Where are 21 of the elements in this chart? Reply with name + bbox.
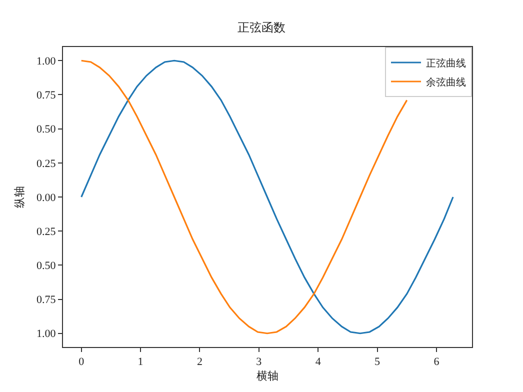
legend-label: 余弦曲线 (426, 76, 466, 88)
x-tick-label: 5 (374, 356, 381, 368)
x-tick-label: 2 (196, 356, 202, 368)
y-tick-label: 0.75 (36, 90, 56, 102)
x-tick-label: 3 (256, 356, 262, 368)
x-tick-label: 1 (138, 356, 144, 368)
y-tick-label: 0.25 (36, 226, 56, 238)
y-tick-label: 0.50 (36, 124, 56, 136)
x-tick-label: 6 (434, 356, 440, 368)
y-tick-label: 0.75 (36, 294, 56, 306)
x-tick-label: 4 (315, 356, 322, 368)
x-tick-label: 0 (78, 356, 85, 368)
x-axis-title: 横轴 (256, 369, 278, 382)
y-tick-label: 0.50 (36, 260, 56, 272)
y-tick-label: 1.00 (36, 328, 56, 340)
legend-label: 正弦曲线 (426, 57, 466, 70)
y-tick-label: 0.00 (36, 192, 56, 204)
chart-title: 正弦函数 (238, 20, 286, 35)
y-axis-title: 纵轴 (13, 186, 26, 208)
y-tick-label: 1.00 (36, 55, 56, 68)
y-tick-label: 0.25 (36, 158, 56, 170)
